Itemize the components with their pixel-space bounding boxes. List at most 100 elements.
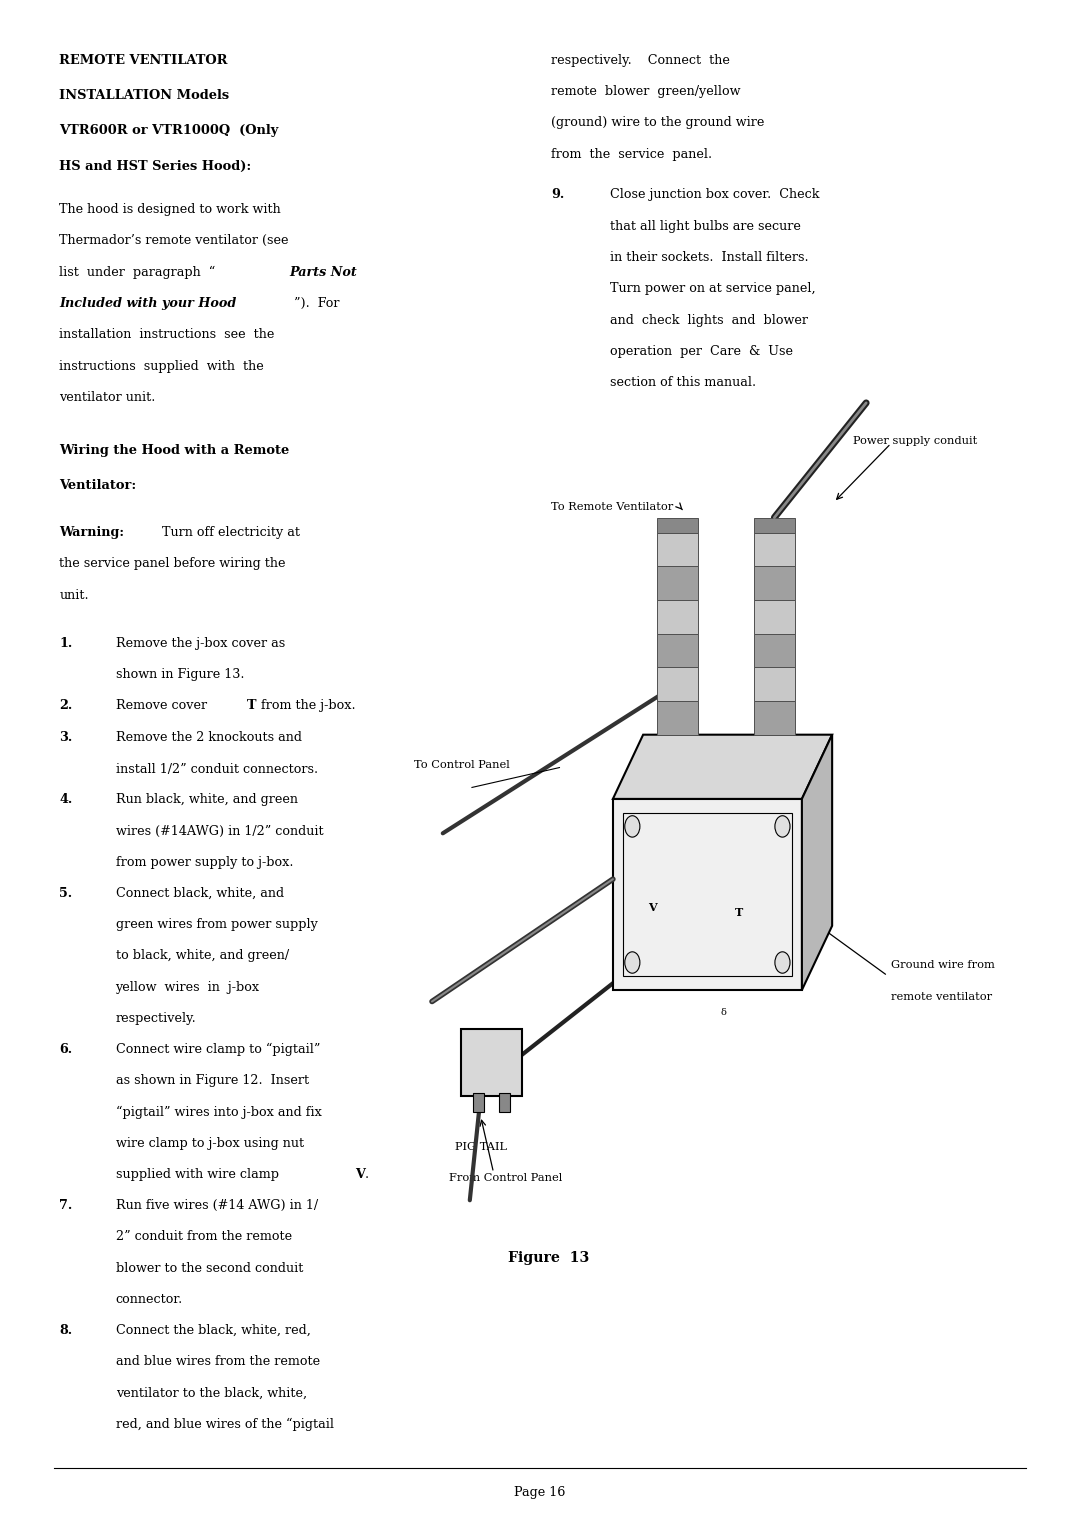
Text: Connect black, white, and: Connect black, white, and [116, 887, 284, 899]
Text: operation  per  Care  &  Use: operation per Care & Use [610, 346, 793, 358]
Text: ventilator to the black, white,: ventilator to the black, white, [116, 1387, 307, 1399]
Circle shape [775, 951, 791, 972]
Text: wires (#14AWG) in 1/2” conduit: wires (#14AWG) in 1/2” conduit [116, 824, 323, 838]
Text: Close junction box cover.  Check: Close junction box cover. Check [610, 188, 820, 202]
Bar [657, 534, 698, 567]
Text: section of this manual.: section of this manual. [610, 376, 756, 390]
Text: in their sockets.  Install filters.: in their sockets. Install filters. [610, 251, 809, 265]
Text: T: T [734, 907, 743, 917]
Text: Connect wire clamp to “pigtail”: Connect wire clamp to “pigtail” [116, 1043, 320, 1057]
Text: wire clamp to j-box using nut: wire clamp to j-box using nut [116, 1136, 303, 1150]
Bar [754, 700, 795, 735]
Text: install 1/2” conduit connectors.: install 1/2” conduit connectors. [116, 763, 318, 775]
Polygon shape [613, 735, 833, 798]
Bar [657, 700, 698, 735]
Text: T: T [247, 699, 257, 713]
Text: to black, white, and green/: to black, white, and green/ [116, 950, 288, 962]
Text: Remove the 2 knockouts and: Remove the 2 knockouts and [116, 731, 301, 745]
Text: REMOTE VENTILATOR: REMOTE VENTILATOR [59, 54, 228, 67]
Text: and blue wires from the remote: and blue wires from the remote [116, 1355, 320, 1368]
Text: and  check  lights  and  blower: and check lights and blower [610, 313, 808, 327]
Bar [461, 1029, 522, 1096]
Text: Turn power on at service panel,: Turn power on at service panel, [610, 283, 815, 295]
Text: Wiring the Hood with a Remote: Wiring the Hood with a Remote [59, 445, 289, 457]
Text: VTR600R or VTR1000Q  (Only: VTR600R or VTR1000Q (Only [59, 124, 279, 138]
Text: From Control Panel: From Control Panel [449, 1173, 562, 1183]
Bar [657, 599, 698, 633]
Circle shape [625, 816, 640, 838]
Text: Included with your Hood: Included with your Hood [59, 297, 237, 310]
Text: from the j-box.: from the j-box. [257, 699, 355, 713]
Text: as shown in Figure 12.  Insert: as shown in Figure 12. Insert [116, 1073, 309, 1087]
Text: Warning:: Warning: [59, 526, 124, 538]
Text: V: V [648, 902, 657, 913]
Text: PIG TAIL: PIG TAIL [455, 1142, 507, 1153]
Bar [754, 517, 795, 534]
Text: from power supply to j-box.: from power supply to j-box. [116, 856, 293, 868]
Text: 8.: 8. [59, 1324, 72, 1336]
Text: Turn off electricity at: Turn off electricity at [154, 526, 300, 538]
Text: 9.: 9. [551, 188, 564, 202]
Text: Remove cover: Remove cover [116, 699, 211, 713]
Bar [657, 517, 698, 534]
Bar [622, 813, 793, 977]
Text: 2.: 2. [59, 699, 72, 713]
Text: V: V [355, 1168, 365, 1180]
Text: Ventilator:: Ventilator: [59, 479, 137, 492]
Text: supplied with wire clamp: supplied with wire clamp [116, 1168, 283, 1180]
Text: 3.: 3. [59, 731, 72, 745]
Bar [657, 667, 698, 700]
Bar [754, 667, 795, 700]
Text: (ground) wire to the ground wire: (ground) wire to the ground wire [551, 116, 765, 130]
Bar [657, 567, 698, 601]
Text: ”).  For: ”). For [294, 297, 339, 310]
Polygon shape [802, 735, 833, 991]
Text: To Remote Ventilator: To Remote Ventilator [551, 502, 673, 512]
Text: Connect the black, white, red,: Connect the black, white, red, [116, 1324, 310, 1336]
Text: yellow  wires  in  j-box: yellow wires in j-box [116, 980, 259, 994]
Text: connector.: connector. [116, 1294, 183, 1306]
Bar [754, 633, 795, 667]
Text: shown in Figure 13.: shown in Figure 13. [116, 668, 244, 682]
Text: 1.: 1. [59, 638, 72, 650]
Bar [754, 534, 795, 567]
Text: instructions  supplied  with  the: instructions supplied with the [59, 359, 265, 373]
Text: Remove the j-box cover as: Remove the j-box cover as [116, 638, 285, 650]
Text: unit.: unit. [59, 589, 89, 601]
Text: INSTALLATION Models: INSTALLATION Models [59, 89, 230, 102]
Text: the service panel before wiring the: the service panel before wiring the [59, 557, 286, 570]
Bar [473, 1093, 484, 1112]
Text: δ: δ [720, 1009, 726, 1017]
Text: list  under  paragraph  “: list under paragraph “ [59, 266, 216, 278]
Text: HS and HST Series Hood):: HS and HST Series Hood): [59, 159, 252, 173]
Text: installation  instructions  see  the: installation instructions see the [59, 329, 274, 341]
Bar [499, 1093, 510, 1112]
Text: The hood is designed to work with: The hood is designed to work with [59, 203, 281, 216]
Text: remote  blower  green/yellow: remote blower green/yellow [551, 84, 740, 98]
Text: Figure  13: Figure 13 [508, 1251, 589, 1264]
Text: 2” conduit from the remote: 2” conduit from the remote [116, 1231, 292, 1243]
Bar [754, 599, 795, 633]
Text: remote ventilator: remote ventilator [891, 992, 993, 1001]
Text: respectively.: respectively. [116, 1012, 197, 1024]
Text: Run five wires (#14 AWG) in 1/: Run five wires (#14 AWG) in 1/ [116, 1199, 318, 1212]
Circle shape [625, 951, 640, 972]
Text: blower to the second conduit: blower to the second conduit [116, 1261, 302, 1275]
Text: respectively.    Connect  the: respectively. Connect the [551, 54, 730, 67]
Text: “pigtail” wires into j-box and fix: “pigtail” wires into j-box and fix [116, 1105, 322, 1119]
Text: 7.: 7. [59, 1199, 72, 1212]
Text: ventilator unit.: ventilator unit. [59, 391, 156, 404]
Bar [613, 798, 801, 991]
Text: To Control Panel: To Control Panel [414, 760, 510, 771]
Text: red, and blue wires of the “pigtail: red, and blue wires of the “pigtail [116, 1417, 334, 1431]
Text: 5.: 5. [59, 887, 72, 899]
Text: green wires from power supply: green wires from power supply [116, 917, 318, 931]
Bar [657, 633, 698, 667]
Bar [754, 567, 795, 601]
Text: that all light bulbs are secure: that all light bulbs are secure [610, 220, 801, 232]
Text: .: . [365, 1168, 369, 1180]
Text: 4.: 4. [59, 794, 72, 806]
Text: Run black, white, and green: Run black, white, and green [116, 794, 298, 806]
Text: 6.: 6. [59, 1043, 72, 1055]
Text: Power supply conduit: Power supply conduit [853, 436, 977, 446]
